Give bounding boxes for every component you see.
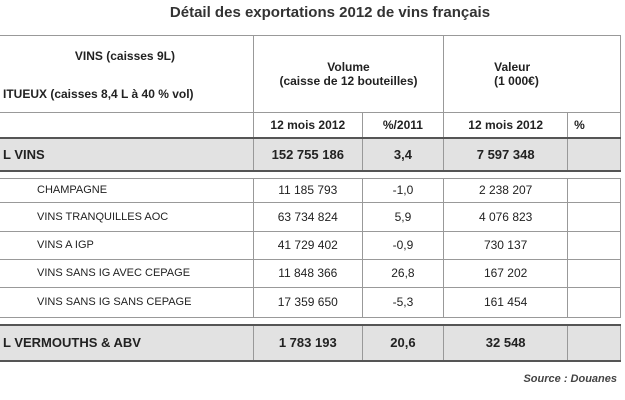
value-cell: 1 783 193 xyxy=(252,323,363,362)
spacer-cell xyxy=(567,170,621,179)
row-label: L VINS xyxy=(0,136,254,172)
value-cell: -1,0 xyxy=(361,177,445,203)
value-cell: 41 729 402 xyxy=(252,230,363,260)
value-cell: 161 454 xyxy=(443,286,569,318)
data-row: CHAMPAGNE 11 185 793 -1,0 2 238 207 xyxy=(0,177,621,203)
row-label: VINS SANS IG AVEC CEPAGE xyxy=(0,258,254,288)
row-label: CHAMPAGNE xyxy=(0,177,254,203)
header-cell: 12 mois 2012 xyxy=(252,112,363,138)
value-cell: 4 076 823 xyxy=(443,201,569,232)
spacer-cell xyxy=(362,170,444,179)
cropped-cell xyxy=(567,286,621,318)
value-cell: 730 137 xyxy=(443,230,569,260)
spacer-cell xyxy=(253,170,363,179)
cropped-cell xyxy=(567,201,621,232)
cropped-cell xyxy=(567,323,621,362)
row-label: VINS SANS IG SANS CEPAGE xyxy=(0,286,254,318)
row-label: VINS TRANQUILLES AOC xyxy=(0,201,254,232)
value-cell: 5,9 xyxy=(361,201,445,232)
cropped-cell xyxy=(567,136,621,172)
header-cell: 12 mois 2012 xyxy=(443,112,569,138)
header-cell: Volume (caisse de 12 bouteilles) xyxy=(252,35,445,113)
title: Détail des exportations 2012 de vins fra… xyxy=(169,4,491,21)
value-cell: -5,3 xyxy=(361,286,445,318)
row-label: L VERMOUTHS & ABV xyxy=(0,323,254,362)
header-cell: %/2011 xyxy=(361,112,445,138)
value-cell: 20,6 xyxy=(361,323,445,362)
header-cell xyxy=(0,112,254,138)
value-cell: 63 734 824 xyxy=(252,201,363,232)
value-cell: 32 548 xyxy=(443,323,569,362)
header-text: (1 000€) xyxy=(494,74,539,88)
total-row: L VINS 152 755 186 3,4 7 597 348 xyxy=(0,136,621,172)
spacer-cell xyxy=(443,316,568,325)
value-cell: 26,8 xyxy=(361,258,445,288)
cropped-cell xyxy=(567,177,621,203)
header-text: Valeur xyxy=(494,60,531,74)
value-cell: 152 755 186 xyxy=(252,136,363,172)
spacer-row xyxy=(0,170,621,179)
spacer-row xyxy=(0,316,621,325)
spacer-cell xyxy=(443,170,568,179)
header-cell: VINS (caisses 9L) xyxy=(0,35,254,76)
value-cell: 7 597 348 xyxy=(443,136,569,172)
value-cell: 3,4 xyxy=(361,136,445,172)
value-cell: -0,9 xyxy=(361,230,445,260)
data-row: VINS TRANQUILLES AOC 63 734 824 5,9 4 076 8… xyxy=(0,201,621,232)
value-cell: 2 238 207 xyxy=(443,177,569,203)
data-row: VINS SANS IG SANS CEPAGE 17 359 650 -5,3 16… xyxy=(0,286,621,318)
cropped-cell xyxy=(567,230,621,260)
header-cell: ITUEUX (caisses 8,4 L à 40 % vol) xyxy=(0,75,254,113)
source: Source : Douanes xyxy=(523,373,617,385)
header-cell: Valeur (1 000€) xyxy=(443,35,621,113)
row-label: VINS A IGP xyxy=(0,230,254,260)
spacer-cell xyxy=(253,316,363,325)
export-table: VINS (caisses 9L) Volume (caisse de 12 bo… xyxy=(0,35,621,362)
total-row: L VERMOUTHS & ABV 1 783 193 20,6 32 548 xyxy=(0,323,621,362)
table-body: L VINS 152 755 186 3,4 7 597 348 CHAMPAGNE 11… xyxy=(0,136,621,362)
header-cell: % xyxy=(567,112,621,138)
spacer-cell xyxy=(0,170,254,179)
spacer-cell xyxy=(362,316,444,325)
data-row: VINS SANS IG AVEC CEPAGE 11 848 366 26,8 16… xyxy=(0,258,621,288)
value-cell: 11 185 793 xyxy=(252,177,363,203)
header-text: Volume xyxy=(327,60,370,74)
cropped-cell xyxy=(567,258,621,288)
header-text: (caisse de 12 bouteilles) xyxy=(279,74,418,88)
spacer-cell xyxy=(567,316,621,325)
value-cell: 167 202 xyxy=(443,258,569,288)
value-cell: 17 359 650 xyxy=(252,286,363,318)
value-cell: 11 848 366 xyxy=(252,258,363,288)
spacer-cell xyxy=(0,316,254,325)
data-row: VINS A IGP 41 729 402 -0,9 730 137 xyxy=(0,230,621,260)
